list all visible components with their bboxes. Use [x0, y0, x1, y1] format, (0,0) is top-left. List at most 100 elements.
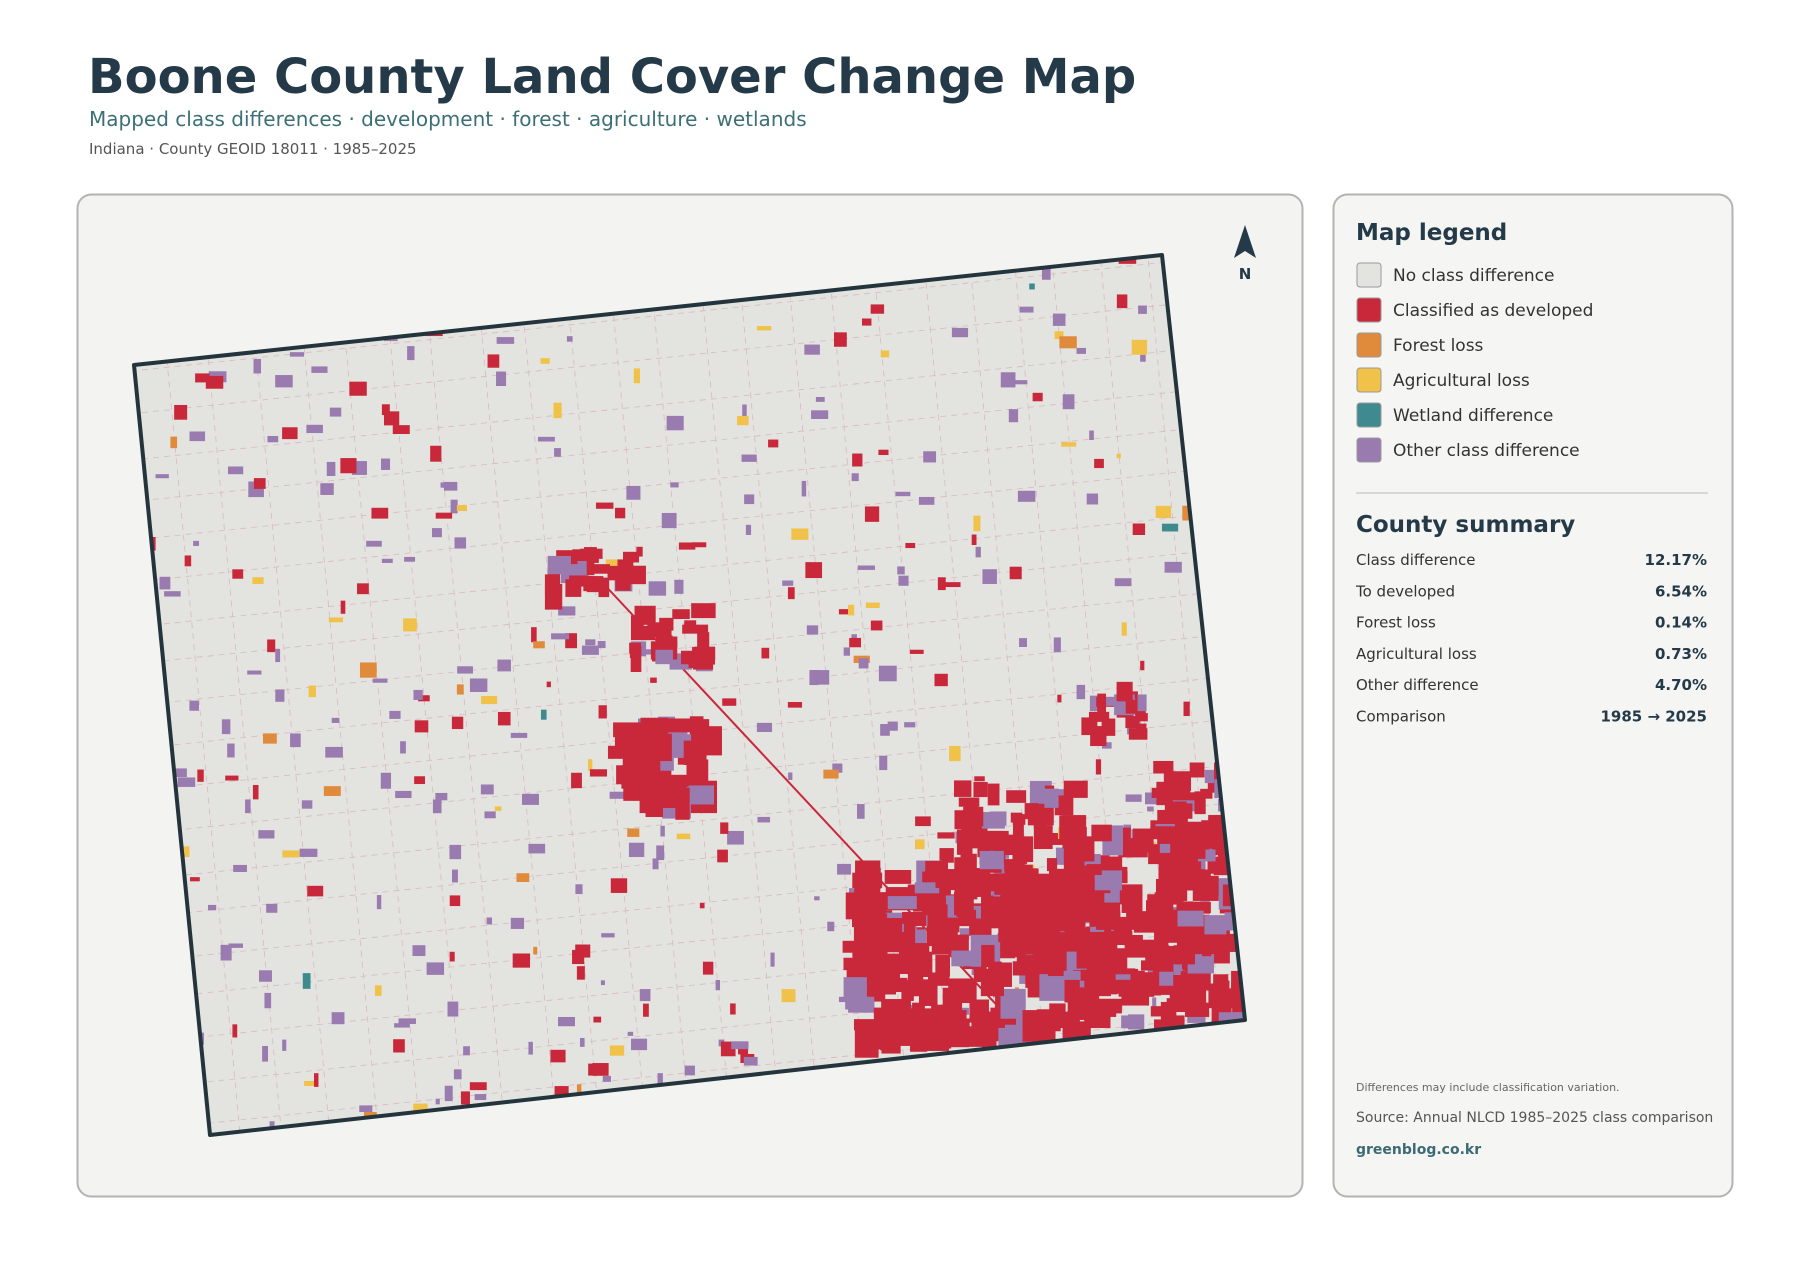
change-patch [643, 1003, 649, 1017]
change-patch [469, 678, 488, 693]
summary-value: 0.14% [1655, 614, 1707, 632]
subtitle: Mapped class differences · development ·… [89, 107, 807, 131]
developed-patch [876, 967, 897, 982]
developed-patch [880, 921, 895, 946]
change-patch [359, 662, 377, 678]
developed-patch [655, 649, 673, 665]
road [562, 255, 649, 1135]
developed-patch [1155, 878, 1182, 895]
developed-patch [1192, 875, 1219, 901]
change-patch [598, 705, 607, 719]
change-patch [602, 1075, 611, 1082]
change-patch [717, 849, 728, 863]
change-patch [801, 480, 807, 497]
change-patch [1116, 294, 1128, 309]
developed-patch [1081, 717, 1098, 736]
change-patch [661, 512, 677, 529]
change-patch [861, 318, 872, 326]
change-patch [864, 506, 880, 522]
developed-patch [1157, 810, 1180, 827]
change-patch [676, 833, 691, 840]
change-patch [553, 402, 562, 419]
road [134, 340, 1245, 462]
change-patch [607, 745, 626, 759]
source: Source: Annual NLCD 1985–2025 class comp… [1356, 1110, 1713, 1126]
developed-patch [1185, 901, 1210, 914]
change-patch [164, 591, 181, 597]
summary-label: Agricultural loss [1356, 645, 1477, 663]
change-patch [189, 700, 199, 711]
change-patch [823, 769, 839, 779]
change-patch [631, 1038, 648, 1051]
change-patch [480, 784, 494, 795]
change-patch [898, 575, 909, 586]
developed-patch [932, 1016, 952, 1049]
change-patch [463, 1046, 470, 1056]
developed-patch [1012, 845, 1026, 865]
change-patch [252, 784, 259, 800]
legend-label: No class difference [1393, 266, 1554, 286]
change-patch [457, 666, 473, 674]
legend-title: Map legend [1356, 220, 1507, 246]
developed-patch [644, 751, 661, 773]
road [134, 761, 1245, 883]
change-patch [452, 869, 458, 883]
change-patch [205, 375, 224, 389]
change-patch [414, 720, 429, 733]
developed-patch [683, 740, 707, 766]
developed-patch [1189, 762, 1205, 778]
developed-patch [1075, 898, 1093, 922]
change-patch [227, 466, 244, 475]
developed-patch [918, 979, 938, 1006]
change-patch [1140, 660, 1145, 671]
developed-patch [1000, 988, 1026, 1019]
change-patch [973, 515, 981, 532]
developed-patch [903, 922, 916, 948]
summary-title: County summary [1356, 512, 1575, 538]
change-patch [266, 903, 278, 913]
change-patch [371, 507, 389, 519]
change-patch [982, 569, 997, 584]
road [134, 925, 1245, 1046]
change-patch [190, 877, 200, 882]
change-patch [656, 845, 665, 861]
change-patch [923, 451, 937, 463]
developed-patch [1197, 849, 1216, 862]
change-patch [400, 741, 406, 754]
change-patch [610, 878, 628, 893]
developed-patch [645, 785, 663, 818]
change-patch [413, 689, 423, 700]
change-patch [454, 537, 467, 549]
change-patch [971, 534, 977, 546]
change-patch [827, 921, 835, 932]
change-patch [1017, 490, 1036, 502]
change-patch [550, 1049, 566, 1063]
change-patch [639, 989, 651, 1002]
developed-patch [1126, 846, 1140, 858]
change-patch [551, 633, 570, 640]
developed-patch [1202, 942, 1212, 957]
change-patch [895, 491, 911, 497]
developed-patch [1166, 853, 1176, 871]
change-patch [628, 842, 645, 858]
developed-patch [956, 829, 973, 855]
change-patch [363, 1111, 377, 1117]
road [245, 255, 332, 1135]
developed-patch [1064, 979, 1080, 1003]
change-patch [1052, 313, 1066, 326]
developed-patch [948, 994, 961, 1013]
developed-patch [982, 873, 1005, 892]
change-patch [407, 346, 415, 361]
change-patch [308, 685, 316, 698]
change-patch [228, 943, 243, 948]
change-patch [275, 689, 285, 702]
developed-patch [1044, 788, 1059, 808]
change-patch [666, 415, 684, 431]
developed-patch [1204, 915, 1227, 935]
change-patch [487, 354, 500, 368]
change-patch [1140, 354, 1146, 362]
change-patch [189, 431, 206, 442]
change-patch [302, 973, 311, 989]
change-patch [571, 772, 582, 789]
